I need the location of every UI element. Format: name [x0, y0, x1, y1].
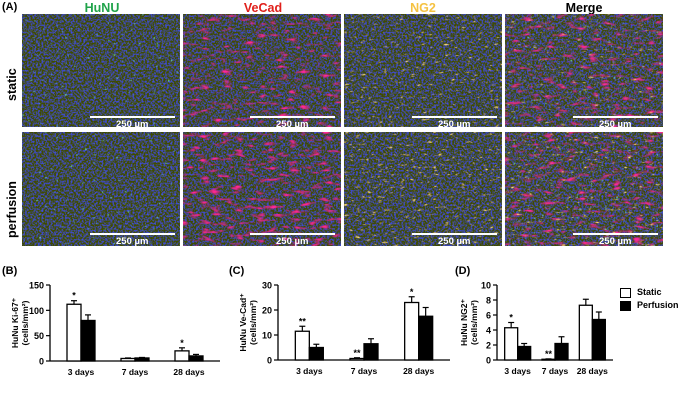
panel-c-label: (C)	[229, 265, 245, 277]
scale-bar-label: 250 µm	[438, 236, 471, 247]
scale-bar-label: 250 µm	[599, 119, 632, 130]
bar-perfusion	[554, 342, 569, 361]
micrograph-static-vecad	[183, 14, 341, 127]
category-label: 3 days	[68, 367, 95, 377]
micrograph-perfusion-vecad	[183, 132, 341, 246]
y-tick-label: 4	[486, 326, 491, 336]
scale-bar-line	[250, 233, 335, 235]
row-label-perfusion: perfusion	[5, 181, 19, 238]
bar-static	[294, 330, 310, 361]
bar-perfusion	[517, 345, 532, 361]
bar-perfusion	[80, 319, 96, 362]
panel-a-label: (A)	[2, 1, 18, 13]
significance-marker: *	[180, 338, 184, 348]
significance-marker: *	[72, 291, 76, 301]
significance-marker: **	[299, 316, 307, 326]
row-label-static: static	[5, 68, 19, 101]
legend-label-static: Static	[637, 287, 662, 297]
scale-bar-line	[573, 116, 658, 118]
bar-static	[120, 357, 136, 362]
scale-bar-line	[90, 233, 175, 235]
category-label: 28 days	[577, 366, 608, 376]
panel-b-label: (B)	[2, 265, 18, 277]
y-tick-label: 0	[486, 356, 491, 366]
channel-title-ng2: NG2	[410, 1, 436, 15]
micrograph-perfusion-hunu	[22, 132, 180, 246]
scale-bar-label: 250 µm	[116, 119, 149, 130]
scale-bar-line	[412, 116, 497, 118]
channel-title-vecad: VeCad	[243, 1, 283, 15]
significance-marker: *	[410, 287, 414, 297]
y-tick-label: 6	[486, 311, 491, 321]
y-tick-label: 20	[262, 306, 272, 316]
micrograph-static-hunu	[22, 14, 180, 127]
y-axis-unit: (cells/mm²)	[20, 300, 30, 345]
scale-bar-line	[90, 116, 175, 118]
y-tick-label: 0	[39, 357, 44, 367]
category-label: 28 days	[403, 366, 434, 376]
chart-b: 0 50 100 150 HuNu Ki-67⁺ (cells/mm²) * 3 days 7 …	[10, 281, 220, 377]
legend-swatch-perfusion	[620, 301, 631, 311]
y-axis-unit: (cells/mm²)	[248, 300, 258, 345]
micrograph-perfusion-merge	[505, 132, 663, 246]
bar-perfusion	[418, 315, 434, 361]
scale-bar-label: 250 µm	[438, 119, 471, 130]
bar-perfusion	[188, 355, 204, 362]
scale-bar-label: 250 µm	[599, 236, 632, 247]
bar-perfusion	[363, 343, 379, 361]
scale-bar-line	[412, 233, 497, 235]
bar-perfusion	[591, 318, 606, 361]
significance-marker: **	[545, 349, 553, 359]
category-label: 7 days	[351, 366, 378, 376]
category-label: 3 days	[296, 366, 323, 376]
y-tick-label: 0	[267, 356, 272, 366]
micrograph-perfusion-ng2	[344, 132, 502, 246]
channel-title-hunu: HuNU	[84, 1, 120, 15]
bar-perfusion	[308, 346, 324, 361]
category-label: 7 days	[122, 367, 149, 377]
y-axis-label: HuNu Ve-Cad⁺	[238, 293, 248, 352]
scale-bar-label: 250 µm	[276, 236, 309, 247]
chart-d: 0 2 4 6 8 10 HuNu NG2⁺ (cells/mm²) * 3 days ** 7 da…	[459, 281, 613, 376]
legend-label-perfusion: Perfusion	[637, 300, 679, 310]
y-tick-label: 150	[29, 281, 44, 291]
y-tick-label: 50	[34, 331, 44, 341]
y-tick-label: 100	[29, 306, 44, 316]
y-tick-label: 8	[486, 296, 491, 306]
channel-title-merge: Merge	[565, 1, 603, 15]
scale-bar-line	[573, 233, 658, 235]
bar-perfusion	[134, 357, 150, 362]
significance-marker: **	[353, 348, 361, 358]
y-tick-label: 10	[481, 281, 491, 291]
bar-static	[404, 301, 420, 361]
bar-static	[174, 350, 190, 362]
micrograph-static-merge	[505, 14, 663, 127]
micrograph-grid	[22, 14, 663, 246]
y-tick-label: 10	[262, 331, 272, 341]
category-label: 3 days	[504, 366, 531, 376]
panel-d-label: (D)	[455, 265, 471, 277]
scale-bar-line	[250, 116, 335, 118]
bar-static	[66, 303, 82, 362]
bar-static	[578, 304, 593, 361]
y-axis-label: HuNu NG2⁺	[459, 299, 469, 347]
category-label: 7 days	[542, 366, 569, 376]
legend-swatch-static	[620, 288, 631, 298]
y-tick-label: 2	[486, 341, 491, 351]
scale-bar-label: 250 µm	[276, 119, 309, 130]
scale-bar-label: 250 µm	[116, 236, 149, 247]
significance-marker: *	[509, 313, 513, 323]
category-label: 28 days	[173, 367, 204, 377]
bar-static	[504, 327, 519, 361]
y-axis-label: HuNu Ki-67⁺	[10, 297, 20, 348]
y-axis-unit: (cells/mm²)	[469, 300, 479, 345]
micrograph-static-ng2	[344, 14, 502, 127]
y-tick-label: 30	[262, 281, 272, 291]
bar-static	[349, 357, 365, 361]
